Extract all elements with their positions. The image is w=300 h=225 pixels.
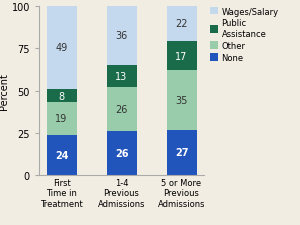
- Text: 13: 13: [116, 72, 128, 82]
- Bar: [46, 89, 76, 103]
- Text: 27: 27: [175, 148, 188, 158]
- Bar: [106, 66, 136, 88]
- Legend: Wages/Salary, Public
Assistance, Other, None: Wages/Salary, Public Assistance, Other, …: [210, 7, 279, 62]
- Text: 49: 49: [56, 43, 68, 53]
- Bar: [46, 103, 76, 135]
- Y-axis label: Percent: Percent: [0, 73, 9, 110]
- Bar: [167, 42, 197, 71]
- Text: 35: 35: [175, 95, 188, 105]
- Bar: [167, 5, 197, 42]
- Text: 26: 26: [115, 148, 128, 159]
- Bar: [46, 7, 76, 89]
- Text: 36: 36: [116, 30, 128, 40]
- Bar: [167, 71, 197, 130]
- Text: 26: 26: [115, 105, 128, 115]
- Text: 24: 24: [55, 150, 68, 160]
- Text: 17: 17: [175, 52, 188, 61]
- Bar: [106, 88, 136, 132]
- Bar: [106, 132, 136, 176]
- Text: 22: 22: [175, 19, 188, 29]
- Text: 8: 8: [58, 91, 64, 101]
- Bar: [167, 130, 197, 176]
- Bar: [106, 5, 136, 66]
- Text: 19: 19: [56, 114, 68, 124]
- Bar: [46, 135, 76, 176]
